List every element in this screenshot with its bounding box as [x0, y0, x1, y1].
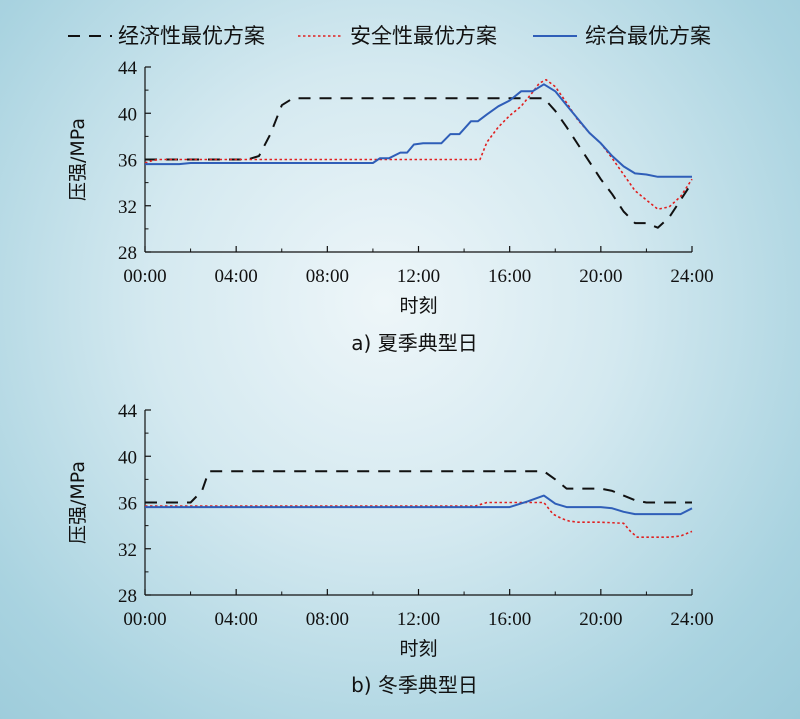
x-tick-label: 04:00 [215, 266, 258, 287]
x-tick-label: 24:00 [670, 609, 713, 630]
y-axis-title: 压强/MPa [67, 461, 89, 544]
x-tick-label: 08:00 [306, 266, 349, 287]
x-tick-label: 00:00 [123, 266, 166, 287]
y-tick-label: 28 [118, 243, 137, 264]
x-tick-label: 24:00 [670, 266, 713, 287]
y-tick-label: 40 [118, 447, 137, 468]
y-tick-label: 36 [118, 151, 137, 172]
y-tick-label: 44 [118, 401, 138, 422]
legend-label-safety: 安全性最优方案 [350, 24, 497, 48]
x-tick-label: 04:00 [215, 609, 258, 630]
x-tick-label: 16:00 [488, 609, 531, 630]
y-tick-label: 40 [118, 104, 137, 125]
x-axis-title: 时刻 [399, 638, 437, 660]
y-tick-label: 32 [118, 540, 137, 561]
chart-summer: 28 32 36 40 44 00:00 04:00 08:00 12:00 16:00 20:00… [67, 58, 714, 355]
x-tick-label: 12:00 [397, 266, 440, 287]
series-line-safety [144, 78, 693, 210]
y-axis-title: 压强/MPa [67, 118, 89, 201]
legend-label-economic: 经济性最优方案 [118, 24, 265, 48]
chart-caption: a) 夏季典型日 [351, 331, 477, 355]
x-tick-label: 08:00 [306, 609, 349, 630]
chart-winter: 28 32 36 40 44 00:00 04:00 08:00 12:00 16:00 20:00… [67, 401, 714, 697]
x-tick-label: 00:00 [123, 609, 166, 630]
y-tick-label: 44 [118, 58, 138, 79]
y-tick-label: 36 [118, 494, 137, 515]
y-tick-label: 32 [118, 197, 137, 218]
series-line-combined [145, 83, 692, 178]
x-tick-label: 12:00 [397, 609, 440, 630]
x-tick-label: 20:00 [579, 609, 622, 630]
x-tick-label: 20:00 [579, 266, 622, 287]
chart-caption: b) 冬季典型日 [351, 673, 478, 697]
legend: 经济性最优方案 安全性最优方案 综合最优方案 [68, 24, 711, 48]
x-axis-title: 时刻 [399, 295, 437, 317]
series-line-economic [145, 97, 693, 229]
x-tick-label: 16:00 [488, 266, 531, 287]
series-line-economic [145, 470, 692, 504]
y-tick-label: 28 [118, 586, 137, 607]
series-line-combined [145, 494, 693, 516]
legend-label-combined: 综合最优方案 [585, 24, 711, 48]
